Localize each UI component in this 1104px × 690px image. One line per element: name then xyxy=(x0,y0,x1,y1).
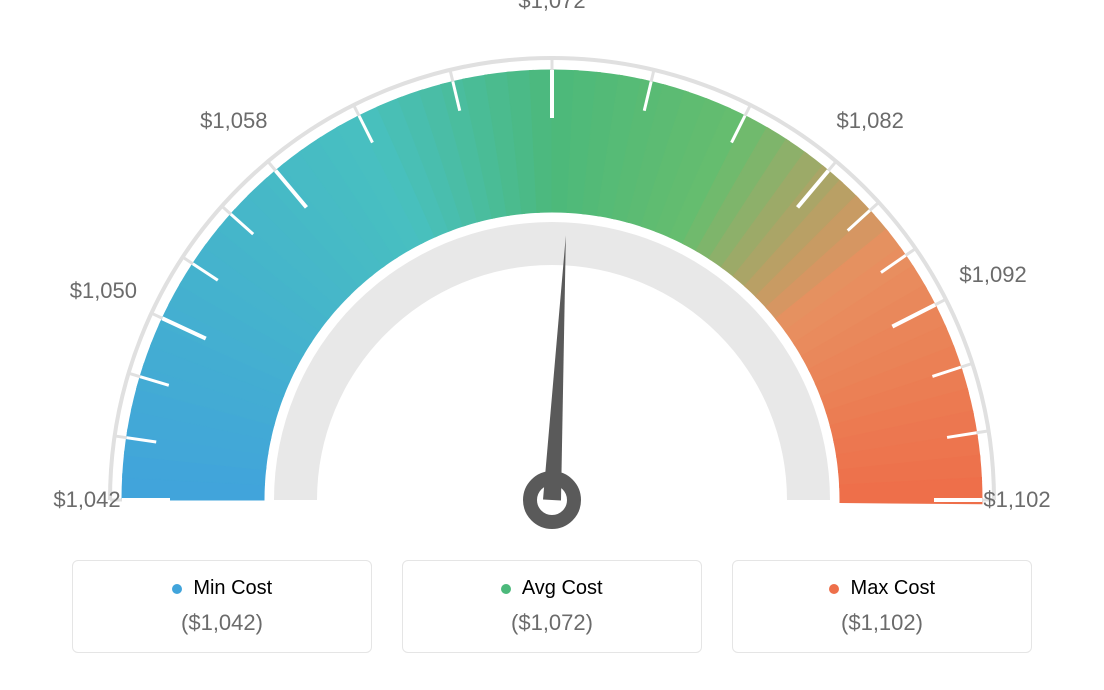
dot-icon-max xyxy=(829,584,839,594)
dot-icon-min xyxy=(172,584,182,594)
legend-label-min: Min Cost xyxy=(93,577,351,600)
legend-box-min: Min Cost ($1,042) xyxy=(72,560,372,653)
legend-value-min: ($1,042) xyxy=(93,610,351,636)
dot-icon-avg xyxy=(501,584,511,594)
legend-label-min-text: Min Cost xyxy=(193,577,272,599)
legend-label-max: Max Cost xyxy=(753,577,1011,600)
gauge-chart-container: $1,042 $1,050 $1,058 $1,072 $1,082 $1,092 $1,1… xyxy=(0,0,1104,690)
legend-value-max: ($1,102) xyxy=(753,610,1011,636)
tick-label: $1,092 xyxy=(959,262,1026,288)
tick-label: $1,058 xyxy=(200,108,267,134)
tick-label: $1,050 xyxy=(70,278,137,304)
legend-value-avg: ($1,072) xyxy=(423,610,681,636)
gauge-svg xyxy=(0,0,1104,560)
legend-box-max: Max Cost ($1,102) xyxy=(732,560,1032,653)
tick-label: $1,082 xyxy=(837,108,904,134)
legend-label-avg: Avg Cost xyxy=(423,577,681,600)
legend-box-avg: Avg Cost ($1,072) xyxy=(402,560,702,653)
legend-label-avg-text: Avg Cost xyxy=(522,577,603,599)
legend-label-max-text: Max Cost xyxy=(851,577,935,599)
legend-row: Min Cost ($1,042) Avg Cost ($1,072) Max … xyxy=(0,560,1104,653)
tick-label: $1,042 xyxy=(53,487,120,513)
tick-label: $1,072 xyxy=(518,0,585,14)
gauge-area: $1,042 $1,050 $1,058 $1,072 $1,082 $1,092 $1,1… xyxy=(0,0,1104,560)
tick-label: $1,102 xyxy=(983,487,1050,513)
